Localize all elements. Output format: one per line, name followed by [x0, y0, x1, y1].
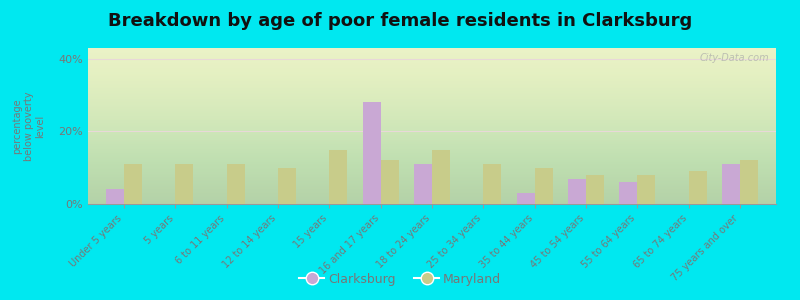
Bar	[106, 190, 124, 204]
Bar	[175, 164, 194, 204]
Bar	[330, 150, 347, 204]
Bar	[619, 182, 638, 204]
Bar	[381, 160, 398, 204]
Text: percentage
below poverty
level: percentage below poverty level	[12, 91, 46, 161]
Bar	[534, 168, 553, 204]
Bar	[278, 168, 296, 204]
Bar	[568, 178, 586, 204]
Text: City-Data.com: City-Data.com	[699, 53, 769, 63]
Bar	[414, 164, 432, 204]
Bar	[638, 175, 655, 204]
Text: Breakdown by age of poor female residents in Clarksburg: Breakdown by age of poor female resident…	[108, 12, 692, 30]
Bar	[722, 164, 740, 204]
Bar	[362, 102, 381, 204]
Legend: Clarksburg, Maryland: Clarksburg, Maryland	[294, 268, 506, 291]
Bar	[740, 160, 758, 204]
Bar	[432, 150, 450, 204]
Bar	[483, 164, 502, 204]
Bar	[124, 164, 142, 204]
Bar	[689, 171, 706, 204]
Bar	[226, 164, 245, 204]
Bar	[586, 175, 604, 204]
Bar	[517, 193, 534, 204]
